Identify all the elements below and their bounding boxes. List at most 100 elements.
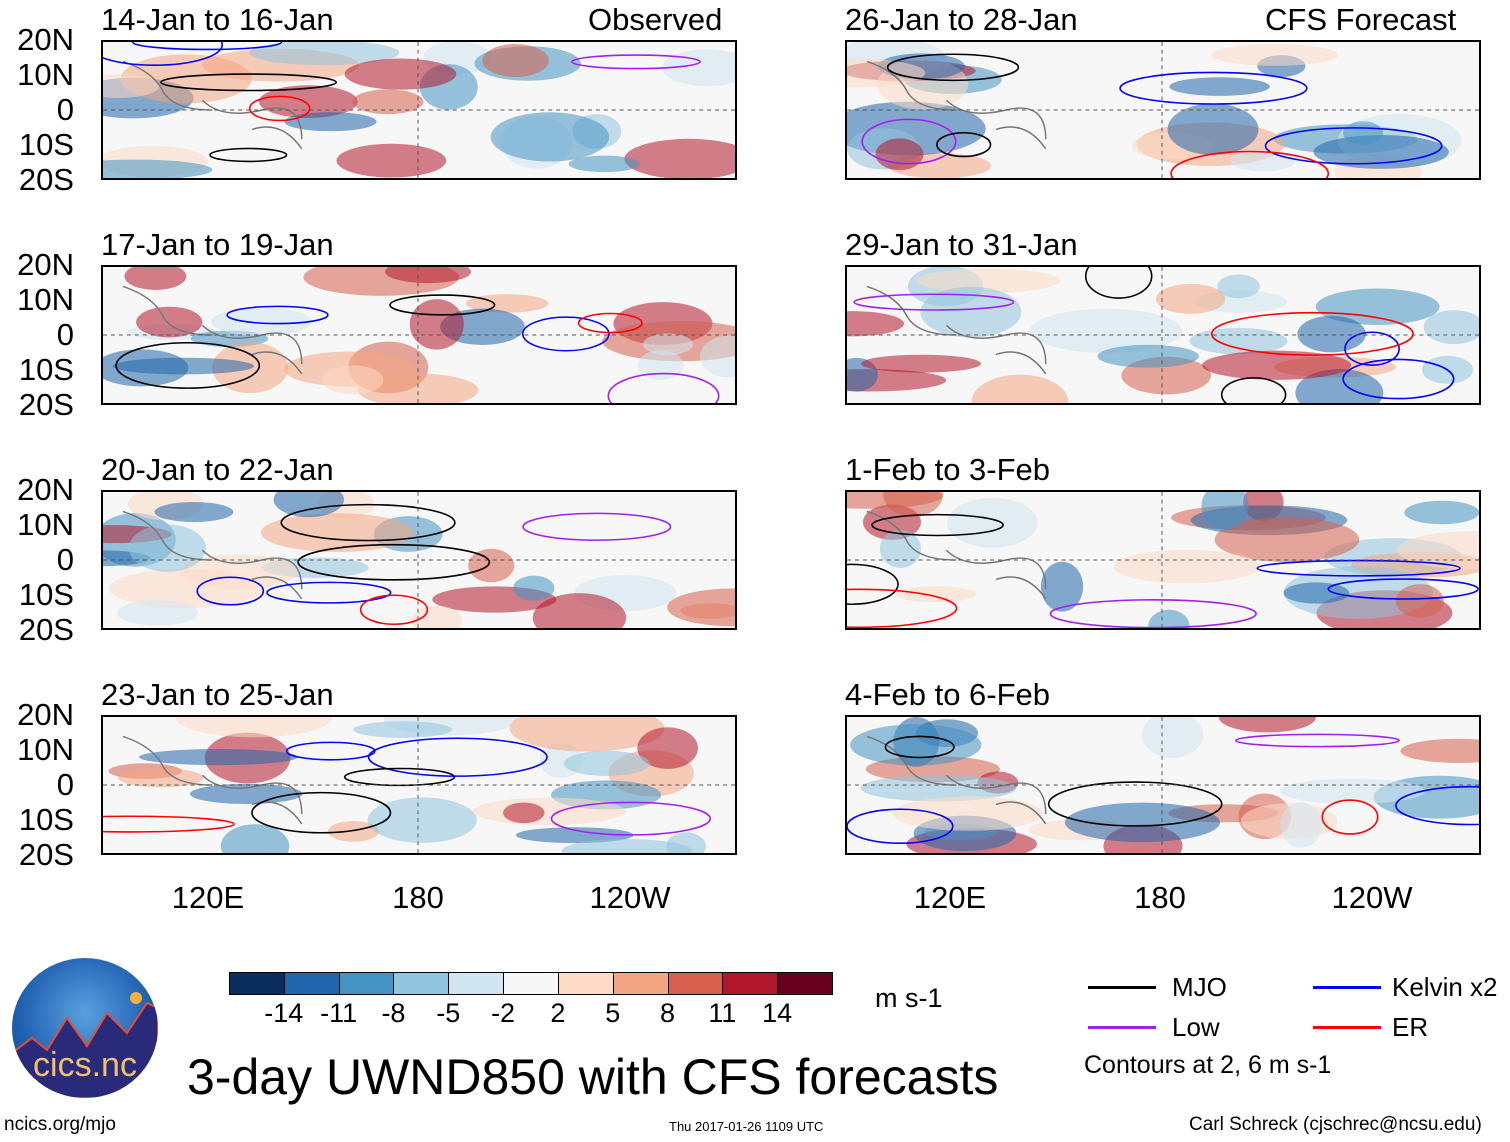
wind-anomaly-shading bbox=[1297, 315, 1366, 353]
wave-contour bbox=[389, 294, 496, 316]
wind-anomaly-shading bbox=[1283, 582, 1350, 604]
wind-anomaly-shading bbox=[1400, 738, 1479, 763]
map-panel bbox=[845, 265, 1481, 405]
wave-contour bbox=[1049, 599, 1257, 628]
wind-anomaly-shading bbox=[879, 529, 921, 569]
wave-contour bbox=[1234, 733, 1400, 748]
wave-contour bbox=[226, 305, 329, 325]
cics-logo: cics.nc bbox=[12, 958, 158, 1098]
lon-label: 120E bbox=[913, 880, 987, 915]
colorbar-tick: -11 bbox=[320, 998, 358, 1028]
wind-anomaly-shading bbox=[509, 717, 665, 752]
lat-label: 10S bbox=[18, 802, 74, 837]
wind-anomaly-shading bbox=[409, 299, 464, 350]
legend-kelvin-label: Kelvin x2 bbox=[1392, 972, 1498, 1002]
colorbar-tick: 8 bbox=[660, 998, 676, 1028]
colorbar-tick: -8 bbox=[381, 998, 406, 1028]
wave-contour bbox=[1047, 781, 1223, 827]
observed-label: Observed bbox=[588, 2, 723, 37]
legend-low-line bbox=[1088, 1026, 1156, 1029]
wind-anomaly-shading bbox=[411, 605, 462, 628]
legend-note: Contours at 2, 6 m s-1 bbox=[1084, 1051, 1332, 1079]
map-panel bbox=[845, 40, 1481, 180]
lon-label: 120W bbox=[589, 880, 671, 915]
wind-anomaly-shading bbox=[667, 588, 735, 627]
lon-label: 180 bbox=[1134, 880, 1186, 915]
wind-anomaly-shading bbox=[336, 143, 447, 178]
wave-contour bbox=[280, 503, 456, 542]
wind-anomaly-shading bbox=[118, 768, 204, 788]
wind-anomaly-shading bbox=[532, 593, 627, 628]
map-panel bbox=[845, 715, 1481, 855]
colorbar-tick: -14 bbox=[264, 998, 304, 1028]
colorbar-swatch bbox=[393, 972, 450, 995]
wind-anomaly-shading bbox=[1064, 802, 1221, 843]
figure-title: 3-day UWND850 with CFS forecasts bbox=[187, 1049, 999, 1105]
wind-anomaly-shading bbox=[1217, 274, 1260, 299]
wave-contour bbox=[607, 372, 720, 403]
wind-anomaly-shading bbox=[175, 717, 333, 738]
lat-label: 20N bbox=[17, 472, 74, 507]
wind-anomaly-shading bbox=[1040, 561, 1084, 612]
wind-anomaly-shading bbox=[1113, 549, 1260, 584]
lat-label: 20S bbox=[18, 837, 74, 872]
wind-anomaly-shading bbox=[211, 307, 312, 336]
wind-anomaly-shading bbox=[503, 802, 545, 824]
wind-anomaly-shading bbox=[468, 548, 515, 583]
wind-anomaly-shading bbox=[1141, 717, 1204, 759]
wave-contour bbox=[1344, 331, 1400, 366]
wave-contour bbox=[847, 563, 899, 605]
lat-label: 20N bbox=[17, 697, 74, 732]
wind-anomaly-shading bbox=[643, 333, 694, 356]
wind-anomaly-shading bbox=[103, 74, 160, 98]
legend-mjo-label: MJO bbox=[1172, 972, 1227, 1002]
wind-anomaly-shading bbox=[875, 138, 924, 171]
wind-anomaly-shading bbox=[482, 43, 549, 78]
wave-contour bbox=[196, 576, 265, 606]
colorbar-swatch bbox=[777, 972, 833, 995]
wave-contour bbox=[871, 513, 1004, 537]
wind-anomaly-shading bbox=[1295, 369, 1384, 403]
wind-anomaly-shading bbox=[1167, 103, 1259, 155]
lat-label: 10S bbox=[18, 352, 74, 387]
wind-anomaly-shading bbox=[1148, 609, 1190, 628]
logo-text: cics.nc bbox=[33, 1046, 137, 1084]
wind-anomaly-shading bbox=[1189, 327, 1288, 355]
wind-anomaly-shading bbox=[882, 492, 944, 517]
wave-contour bbox=[285, 741, 376, 761]
wave-contour bbox=[1327, 578, 1479, 600]
legend-low-label: Low bbox=[1172, 1012, 1220, 1042]
colorbar-swatch bbox=[503, 972, 559, 995]
wind-anomaly-shading bbox=[1315, 288, 1440, 325]
lon-label: 120E bbox=[171, 880, 245, 915]
lat-label: 20S bbox=[18, 612, 74, 647]
wind-anomaly-shading bbox=[136, 306, 203, 338]
panel-title: 20-Jan to 22-Jan bbox=[101, 452, 334, 487]
lat-label: 20S bbox=[18, 162, 74, 197]
wind-anomaly-shading bbox=[139, 749, 298, 766]
wind-anomaly-shading bbox=[273, 492, 344, 518]
wind-anomaly-shading bbox=[637, 727, 698, 770]
wind-anomaly-shading bbox=[1313, 134, 1449, 169]
wave-contour bbox=[251, 791, 392, 834]
colorbar-tick: -2 bbox=[491, 998, 516, 1028]
wave-contour bbox=[571, 54, 701, 70]
legend-er-line bbox=[1313, 1026, 1381, 1029]
wind-anomaly-shading bbox=[284, 112, 377, 132]
lat-label: 10N bbox=[17, 507, 74, 542]
wave-contour bbox=[522, 512, 672, 541]
lat-label: 20N bbox=[17, 22, 74, 57]
forecast-label: CFS Forecast bbox=[1265, 2, 1457, 37]
wind-anomaly-shading bbox=[258, 85, 358, 118]
wind-anomaly-shading bbox=[1218, 717, 1316, 733]
lat-label: 10S bbox=[18, 127, 74, 162]
wave-contour bbox=[103, 42, 224, 66]
wind-anomaly-shading bbox=[947, 497, 1038, 548]
panel-title: 26-Jan to 28-Jan bbox=[845, 2, 1078, 37]
wind-anomaly-shading bbox=[850, 724, 982, 766]
wind-anomaly-shading bbox=[385, 267, 472, 284]
wind-anomaly-shading bbox=[1343, 121, 1384, 145]
wind-anomaly-shading bbox=[847, 58, 926, 88]
map-panel bbox=[101, 40, 737, 180]
colorbar-tick: 5 bbox=[605, 998, 621, 1028]
